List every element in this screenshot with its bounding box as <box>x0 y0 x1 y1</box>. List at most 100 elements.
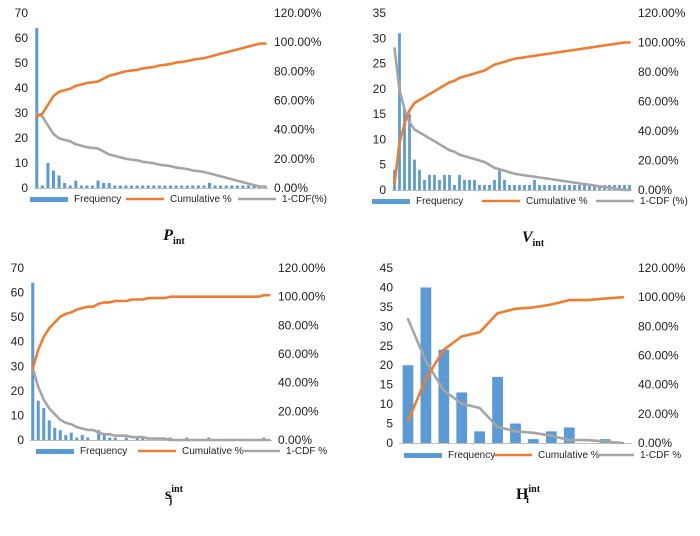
frequency-bar <box>513 184 516 190</box>
complement-cdf-line <box>406 317 625 445</box>
frequency-bar <box>478 184 481 190</box>
right-axis-tick-label: 100.00% <box>638 290 686 304</box>
frequency-bar <box>135 437 139 440</box>
cumulative-percent-line <box>406 295 625 423</box>
frequency-bar <box>124 185 128 188</box>
right-axis-tick-label: 60.00% <box>274 94 315 108</box>
right-axis-tick-label: 80.00% <box>274 64 315 78</box>
frequency-bar <box>493 179 496 190</box>
frequency-bar <box>180 185 184 188</box>
frequency-bar <box>113 437 117 440</box>
frequency-bar <box>568 184 571 190</box>
left-axis-tick-label: 70 <box>11 261 25 275</box>
frequency-bar <box>578 184 581 190</box>
frequency-bar <box>528 184 531 190</box>
left-axis-tick-label: 10 <box>373 132 387 146</box>
right-axis-tick-label: 80.00% <box>278 318 319 332</box>
right-axis-tick-label: 20.00% <box>274 152 315 166</box>
legend-complement: 1-CDF % <box>596 450 681 461</box>
legend-swatch-bar <box>30 197 68 202</box>
frequency-bar <box>51 170 56 188</box>
chart-caption: sint j <box>165 484 184 506</box>
frequency-bar <box>528 439 539 443</box>
left-axis-tick-label: 40 <box>11 335 25 349</box>
frequency-bar <box>42 408 46 440</box>
frequency-bar <box>433 174 436 190</box>
frequency-bar <box>563 184 566 190</box>
caption-variable: P <box>162 227 173 244</box>
complement-cdf-line <box>393 47 631 192</box>
left-axis-tick-label: 30 <box>15 106 29 120</box>
legend-label: 1-CDF (%) <box>640 196 688 207</box>
legend-label: Cumulative % <box>182 446 244 457</box>
left-axis-tick-label: 10 <box>11 408 25 422</box>
left-axis-tick-label: 5 <box>386 417 393 431</box>
frequency-bar <box>80 435 84 440</box>
chart-panel-4: 0 5 10 15 20 25 30 35 40 45 0.00% 20.00% 40.00% 60.00… <box>380 261 686 506</box>
left-axis-tick-label: 30 <box>373 31 387 45</box>
right-axis-tick-label: 100.00% <box>274 35 322 49</box>
legend-frequency: Frequency <box>36 446 127 457</box>
left-axis-tick-label: 50 <box>11 310 25 324</box>
frequency-bar <box>85 185 89 188</box>
left-axis-tick-label: 15 <box>380 378 394 392</box>
frequency-bar <box>47 420 51 440</box>
frequency-bar <box>563 427 575 443</box>
frequency-bar <box>35 28 39 188</box>
left-axis-tick-label: 60 <box>15 31 29 45</box>
frequency-bar <box>58 430 62 440</box>
right-axis-tick-label: 20.00% <box>278 404 319 418</box>
left-axis-tick-label: 35 <box>380 300 394 314</box>
frequency-bar <box>75 437 79 440</box>
frequency-bar <box>235 185 239 188</box>
frequency-bar <box>498 169 501 190</box>
cumulative-percent-line <box>393 41 631 186</box>
frequency-bar <box>36 400 40 440</box>
frequency-bar <box>463 179 466 190</box>
legend-swatch-bar <box>404 453 442 458</box>
frequency-bar <box>102 435 106 440</box>
right-axis-tick-label: 0.00% <box>638 183 672 197</box>
legend-label: Cumulative % <box>526 196 588 207</box>
left-axis-tick-label: 25 <box>380 339 394 353</box>
frequency-bar <box>108 437 112 440</box>
frequency-bar <box>503 179 506 190</box>
frequency-bar <box>46 163 50 188</box>
left-axis-tick-label: 0 <box>386 436 393 450</box>
legend-frequency: Frequency <box>404 450 495 461</box>
legend-label: 1-CDF % <box>286 446 327 457</box>
frequency-bar <box>252 185 256 188</box>
frequency-bar <box>230 185 234 188</box>
right-axis-tick-label: 0.00% <box>638 436 672 450</box>
frequency-bar <box>448 174 451 190</box>
left-axis-tick-label: 30 <box>11 359 25 373</box>
frequency-bar <box>398 33 401 190</box>
frequency-bar <box>118 185 122 188</box>
legend-label: Cumulative % <box>538 450 600 461</box>
legend-complement: 1-CDF % <box>242 446 327 457</box>
left-axis-tick-label: 45 <box>380 261 394 275</box>
left-axis-tick-label: 0 <box>379 183 386 197</box>
frequency-bar <box>191 185 195 188</box>
frequency-bar <box>420 287 432 443</box>
legend-frequency: Frequency <box>30 194 121 205</box>
frequency-bar <box>219 185 223 188</box>
legend-label: Frequency <box>74 194 121 205</box>
legend-label: 1-CDF % <box>640 450 681 461</box>
frequency-bar <box>545 431 557 443</box>
left-axis-tick-label: 5 <box>379 158 386 172</box>
left-axis-tick-label: 70 <box>15 6 29 20</box>
legend-label: Frequency <box>416 196 463 207</box>
frequency-bar <box>573 184 576 190</box>
frequency-bar <box>543 184 546 190</box>
caption-superscript: int <box>171 484 183 495</box>
frequency-bar <box>202 185 206 188</box>
left-axis-tick-label: 40 <box>15 81 29 95</box>
frequency-bar <box>102 183 106 188</box>
legend-cumulative: Cumulative % <box>138 446 244 457</box>
legend-swatch-bar <box>372 199 410 204</box>
legend-cumulative: Cumulative % <box>126 194 232 205</box>
right-axis-tick-label: 0.00% <box>278 433 312 447</box>
complement-cdf-line <box>31 366 271 442</box>
